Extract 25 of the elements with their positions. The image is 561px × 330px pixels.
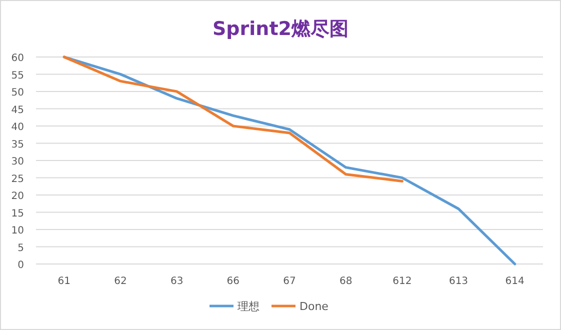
x-tick-label: 67 <box>283 276 296 287</box>
title: Sprint2燃尽图 <box>212 18 348 40</box>
y-tick-label: 30 <box>11 156 24 168</box>
y-tick-label: 45 <box>11 104 24 116</box>
x-tick-label: 612 <box>392 276 412 287</box>
y-tick-label: 5 <box>18 242 24 254</box>
y-tick-label: 55 <box>11 70 24 82</box>
y-tick-label: 50 <box>11 88 24 98</box>
y-tick-label: 25 <box>11 174 24 185</box>
x-tick-label: 63 <box>170 276 184 287</box>
legend-label: Done <box>300 300 329 313</box>
y-tick-label: 0 <box>18 260 24 271</box>
y-tick-label: 20 <box>11 191 24 202</box>
x-tick-label: 61 <box>58 276 71 287</box>
y-tick-label: 40 <box>11 122 24 133</box>
x-tick-label: 68 <box>339 276 352 287</box>
y-tick-label: 15 <box>11 208 24 220</box>
x-tick-label: 613 <box>448 276 468 287</box>
x-tick-label: 66 <box>226 276 240 287</box>
x-tick-label: 614 <box>505 276 524 287</box>
x-tick-label: 62 <box>114 276 127 287</box>
legend-label: 理想 <box>238 300 260 313</box>
y-tick-label: 10 <box>11 226 24 236</box>
y-tick-label: 35 <box>11 139 24 150</box>
y-tick-label: 60 <box>11 53 24 64</box>
